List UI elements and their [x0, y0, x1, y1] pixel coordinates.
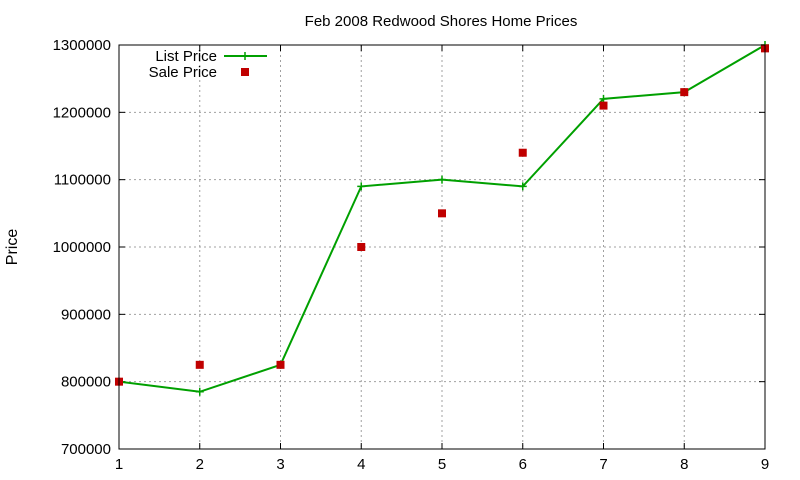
legend-square-marker [241, 68, 249, 76]
sale-price-point [680, 88, 689, 97]
list-price-point [438, 175, 446, 184]
sale-price-point [599, 101, 608, 110]
axes: 1 2 3 4 5 6 7 8 9 700000 800000 900000 1000000 110000… [53, 37, 770, 473]
chart-title: Feb 2008 Redwood Shores Home Prices [305, 13, 578, 30]
sale-price-point [438, 209, 446, 218]
sale-price-point [195, 360, 204, 369]
list-price-point [195, 387, 204, 396]
legend-label: List Price [155, 48, 217, 65]
list-price-point [518, 182, 527, 191]
list-price-point [599, 94, 608, 103]
y-tick-label: 900000 [61, 306, 111, 323]
y-tick-label: 1300000 [53, 37, 111, 54]
x-tick-label: 9 [761, 456, 769, 473]
y-tick-label: 700000 [61, 441, 111, 458]
grid-lines [119, 45, 765, 449]
series-layer [115, 41, 769, 396]
y-tick-label: 1100000 [54, 172, 111, 189]
x-tick-label: 5 [438, 456, 446, 473]
list-price-line [118, 44, 766, 393]
x-tick-label: 8 [680, 456, 688, 473]
plot-frame [118, 44, 766, 450]
list-price-point [357, 182, 366, 191]
x-tick-label: 1 [115, 456, 123, 473]
x-tick-label: 2 [196, 456, 204, 473]
sale-price-point [357, 243, 366, 251]
y-axis-label: Price [4, 229, 21, 266]
sale-price-point [276, 360, 285, 369]
x-tick-label: 3 [276, 456, 284, 473]
x-tick-label: 6 [519, 456, 527, 473]
y-tick-label: 800000 [61, 374, 111, 391]
x-tick-label: 4 [357, 456, 365, 473]
legend-label: Sale Price [149, 64, 217, 81]
legend-plus-marker [241, 52, 249, 60]
y-tick-label: 1200000 [53, 104, 111, 121]
sale-price-point [518, 148, 527, 157]
x-tick-label: 7 [599, 456, 607, 473]
y-tick-label: 1000000 [53, 239, 111, 256]
